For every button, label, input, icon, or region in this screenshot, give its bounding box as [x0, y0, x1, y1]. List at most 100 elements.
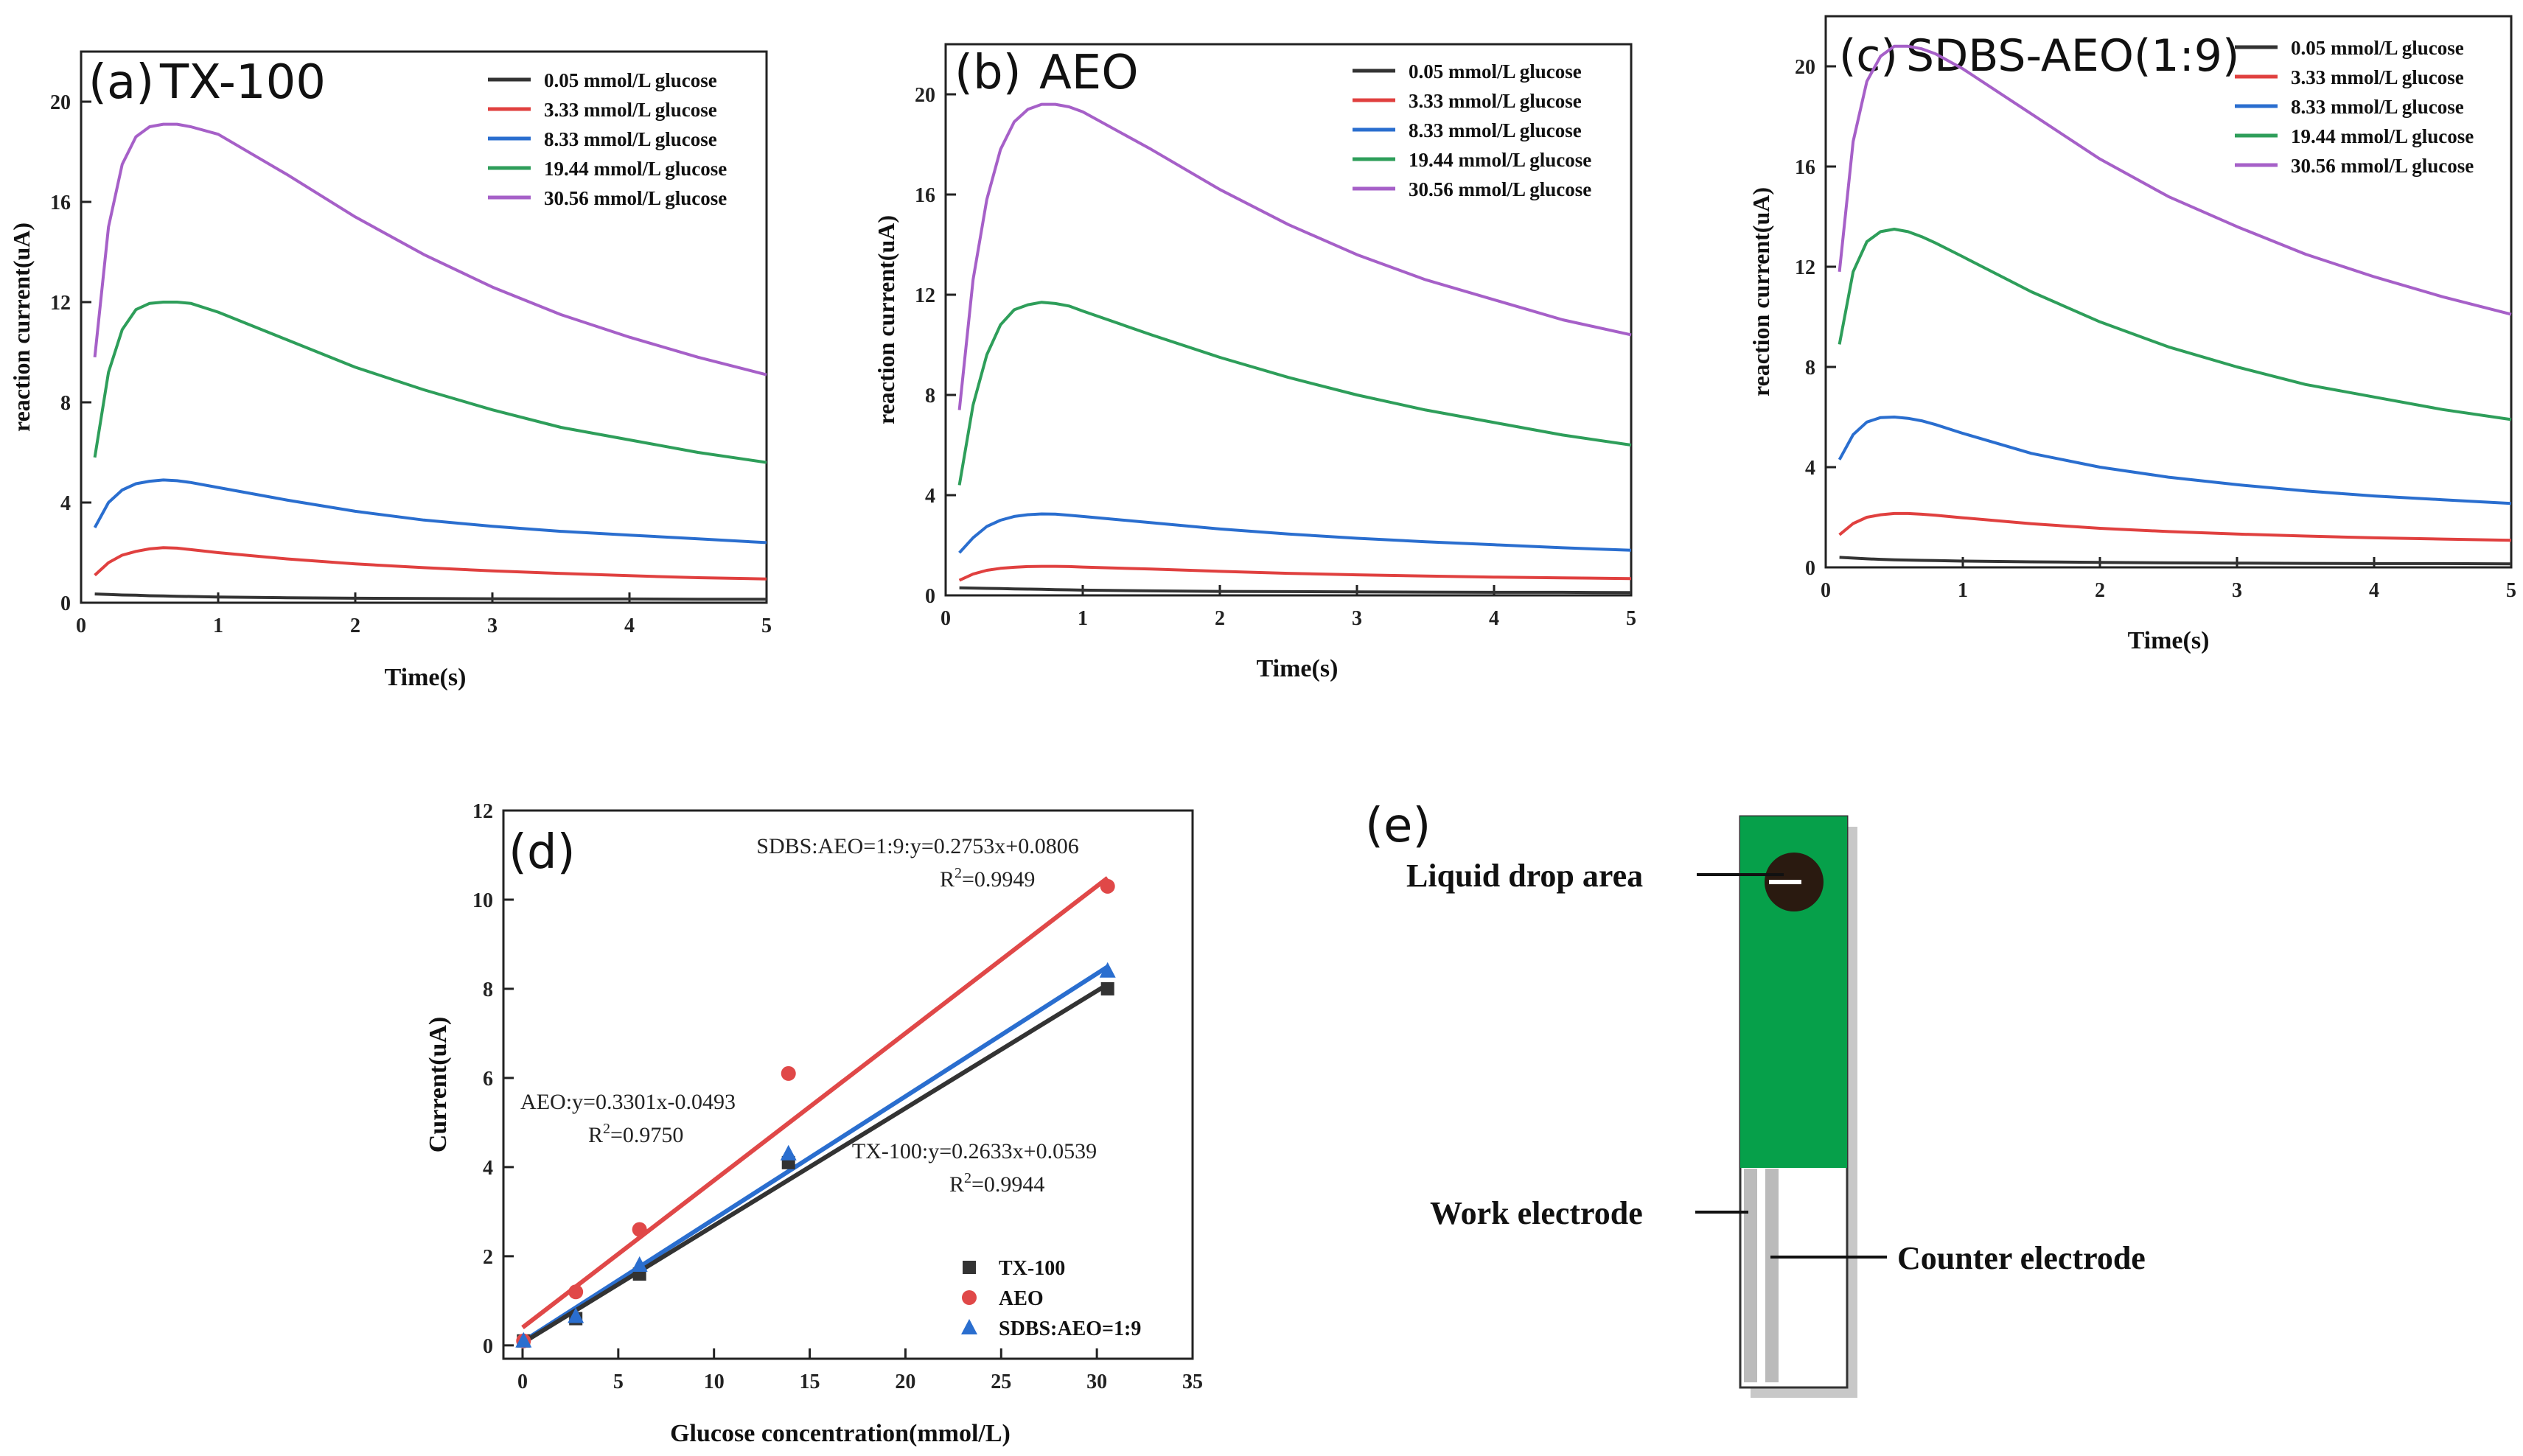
panel-e-label: (e) — [1365, 799, 1431, 853]
y-tick-label: 20 — [1795, 56, 1815, 79]
panel-a-lines — [93, 122, 767, 601]
series-line — [93, 122, 767, 377]
x-tick-label: 1 — [1078, 607, 1088, 630]
panel-d-fit-lines — [521, 876, 1109, 1345]
panel-d-x-axis-label: Glucose concentration(mmol/L) — [670, 1420, 1011, 1447]
work-electrode-label: Work electrode — [1430, 1195, 1643, 1231]
panel-d-legend: TX-100 AEO SDBS:AEO=1:9 — [961, 1257, 1141, 1340]
y-tick-label: 12 — [915, 284, 935, 307]
panel-d-plot-frame — [502, 809, 1194, 1360]
fit-annotation-tx100: TX-100:y=0.2633x+0.0539 — [852, 1139, 1097, 1163]
panel-c-x-axis-label: Time(s) — [2128, 627, 2210, 654]
x-tick-label: 3 — [1352, 607, 1362, 630]
data-point — [1099, 962, 1116, 978]
x-tick-label: 4 — [1489, 607, 1499, 630]
data-point — [568, 1307, 584, 1323]
series-line — [1838, 44, 2512, 316]
legend-entry: 0.05 mmol/L glucose — [1409, 60, 1582, 83]
legend-entry: TX-100 — [999, 1257, 1065, 1280]
legend-entry: 3.33 mmol/L glucose — [2291, 66, 2464, 88]
series-line — [93, 301, 767, 464]
panel-c-title: SDBS-AEO(1:9) — [1906, 30, 2239, 82]
y-tick-label: 8 — [483, 979, 493, 1001]
work-electrode — [1744, 1169, 1757, 1382]
fit-r2-tx100: R2=0.9944 — [949, 1170, 1044, 1197]
panel-b-title: AEO — [1039, 46, 1139, 100]
y-tick-label: 0 — [483, 1335, 493, 1358]
series-line — [93, 478, 767, 545]
panel-d-ticks: 0 5 10 15 20 25 30 35 0 2 4 6 8 10 12 — [472, 800, 1203, 1393]
y-tick-label: 4 — [1805, 457, 1815, 480]
panel-b-x-axis-label: Time(s) — [1257, 655, 1339, 682]
y-tick-label: 0 — [925, 585, 935, 608]
series-line — [1839, 556, 2512, 566]
x-tick-label: 4 — [2369, 579, 2379, 602]
series-line — [94, 592, 767, 601]
series-line — [1838, 416, 2512, 505]
panel-a-title: TX-100 — [159, 55, 326, 110]
y-tick-label: 6 — [483, 1068, 493, 1091]
panel-a-label: (a) — [88, 55, 154, 110]
series-line — [958, 564, 1632, 582]
fit-r2-sdbs: R2=0.9949 — [940, 865, 1035, 892]
data-point — [515, 1331, 532, 1348]
x-tick-label: 3 — [487, 615, 498, 637]
series-line — [958, 512, 1632, 554]
legend-entry: 8.33 mmol/L glucose — [2291, 96, 2464, 118]
panel-a-y-axis-label: reaction current(uA) — [8, 223, 35, 432]
data-point — [568, 1284, 584, 1300]
panel-b-label: (b) — [955, 46, 1022, 100]
panel-b-lines — [957, 102, 1632, 595]
x-tick-label: 1 — [213, 615, 223, 637]
series-line — [1838, 511, 2512, 542]
fit-line — [521, 965, 1109, 1344]
counter-electrode — [1765, 1169, 1779, 1382]
drop-highlight — [1769, 880, 1801, 884]
x-tick-label: 35 — [1182, 1371, 1203, 1393]
x-tick-label: 2 — [1215, 607, 1225, 630]
x-tick-label: 0 — [76, 615, 86, 637]
legend-entry: 8.33 mmol/L glucose — [544, 128, 717, 150]
x-tick-label: 3 — [2232, 579, 2242, 602]
y-tick-label: 12 — [1795, 256, 1815, 279]
y-tick-label: 2 — [483, 1246, 493, 1269]
x-tick-label: 0 — [517, 1371, 528, 1393]
legend-entry: 3.33 mmol/L glucose — [544, 99, 717, 121]
x-tick-label: 2 — [2095, 579, 2105, 602]
fit-annotation-aeo: AEO:y=0.3301x-0.0493 — [520, 1090, 736, 1114]
y-tick-label: 12 — [50, 292, 71, 315]
y-tick-label: 20 — [915, 84, 935, 107]
x-tick-label: 1 — [1958, 579, 1968, 602]
liquid-drop-area-label: Liquid drop area — [1406, 858, 1643, 894]
x-tick-label: 5 — [761, 615, 772, 637]
data-point — [780, 1144, 797, 1161]
panel-c-legend: 0.05 mmol/L glucose 3.33 mmol/L glucose 8.… — [2235, 37, 2474, 177]
y-tick-label: 10 — [472, 889, 493, 912]
x-tick-label: 4 — [624, 615, 635, 637]
panel-d-points — [515, 878, 1116, 1348]
x-tick-label: 0 — [1821, 579, 1831, 602]
fit-r2-aeo: R2=0.9750 — [588, 1121, 683, 1147]
legend-entry: SDBS:AEO=1:9 — [999, 1317, 1141, 1340]
legend-entry: 30.56 mmol/L glucose — [544, 187, 727, 209]
panel-c-lines — [1838, 44, 2512, 566]
data-point — [631, 1256, 648, 1272]
legend-entry: 0.05 mmol/L glucose — [2291, 37, 2464, 59]
x-tick-label: 20 — [895, 1371, 915, 1393]
y-tick-label: 4 — [483, 1157, 493, 1180]
series-line — [1838, 228, 2512, 421]
y-tick-label: 8 — [1805, 357, 1815, 379]
series-line — [957, 102, 1632, 410]
x-tick-label: 15 — [800, 1371, 820, 1393]
panel-b-y-axis-label: reaction current(uA) — [873, 215, 899, 424]
y-tick-label: 8 — [925, 385, 935, 407]
y-tick-label: 16 — [50, 192, 71, 214]
x-tick-label: 5 — [613, 1371, 624, 1393]
y-tick-label: 0 — [1805, 557, 1815, 580]
legend-marker — [962, 1290, 977, 1305]
y-tick-label: 20 — [50, 91, 71, 114]
